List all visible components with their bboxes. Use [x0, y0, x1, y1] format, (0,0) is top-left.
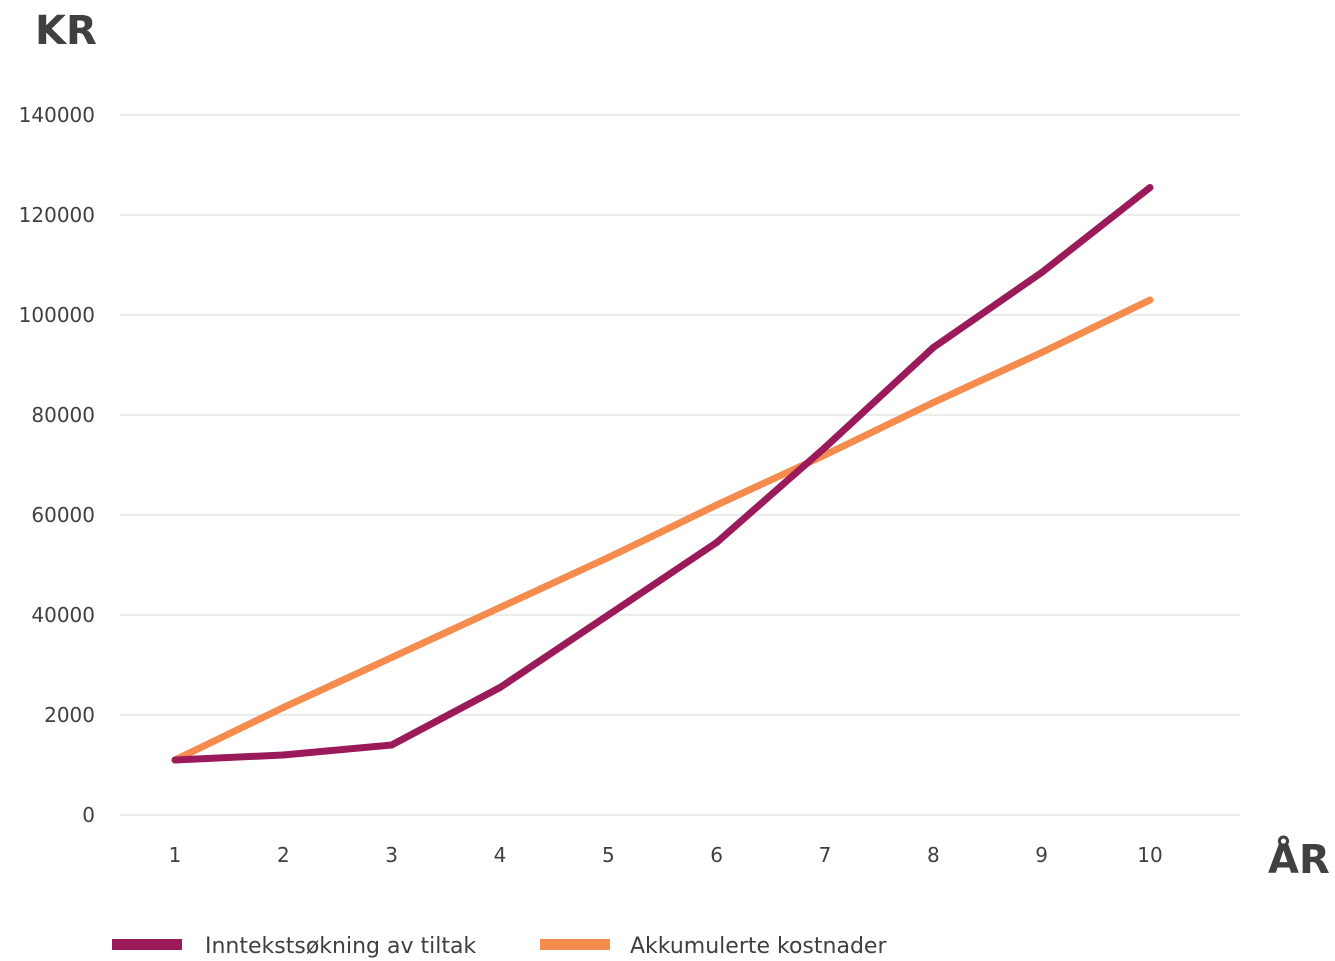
data-point: [171, 756, 179, 764]
y-axis-label: KR: [35, 8, 97, 54]
data-point: [604, 611, 612, 619]
x-tick-labels: 1 2 3 4 5 6 7 8 9 10: [169, 843, 1163, 867]
y-tick-label: 0: [82, 803, 95, 827]
x-tick-label: 5: [602, 843, 615, 867]
legend-label: Akkumulerte kostnader: [630, 934, 887, 959]
y-tick-label: 60000: [31, 503, 95, 527]
legend-label: Inntekstsøkning av tiltak: [205, 934, 476, 959]
x-axis-label: ÅR: [1268, 834, 1330, 883]
x-tick-label: 6: [710, 843, 723, 867]
data-point: [279, 704, 287, 711]
legend-swatch: [112, 939, 182, 950]
x-tick-label: 3: [385, 843, 398, 867]
data-point: [388, 741, 396, 749]
x-tick-label: 9: [1035, 843, 1048, 867]
data-point: [1146, 296, 1154, 304]
series-lines: [171, 184, 1154, 764]
data-point: [388, 654, 396, 661]
data-point: [713, 539, 721, 546]
legend: Inntekstsøkning av tiltak Akkumulerte kos…: [112, 934, 887, 959]
data-point: [496, 604, 504, 611]
x-tick-label: 8: [927, 843, 940, 867]
series-line: [173, 296, 1152, 764]
x-tick-label: 10: [1137, 843, 1162, 867]
y-tick-label: 40000: [31, 603, 95, 627]
data-point: [279, 751, 287, 759]
data-point: [604, 554, 612, 561]
x-tick-label: 4: [494, 843, 507, 867]
data-point: [713, 501, 721, 509]
grid: [120, 114, 1240, 816]
data-point: [496, 684, 504, 691]
y-tick-label: 140000: [19, 103, 95, 127]
x-tick-label: 7: [819, 843, 832, 867]
data-point: [1038, 349, 1046, 356]
x-tick-label: 2: [277, 843, 290, 867]
data-point: [1146, 184, 1154, 191]
y-tick-label: 80000: [31, 403, 95, 427]
series-line: [174, 184, 1153, 764]
data-point: [1038, 269, 1046, 276]
data-point: [929, 344, 937, 351]
data-point: [821, 444, 829, 451]
x-tick-label: 1: [169, 843, 182, 867]
y-tick-label: 120000: [19, 203, 95, 227]
y-tick-labels: 0 2000 40000 60000 80000 100000 120000 140000: [19, 103, 95, 827]
y-tick-label: 100000: [19, 303, 95, 327]
y-tick-label: 2000: [44, 703, 95, 727]
data-point: [929, 399, 937, 406]
legend-swatch: [540, 939, 610, 950]
